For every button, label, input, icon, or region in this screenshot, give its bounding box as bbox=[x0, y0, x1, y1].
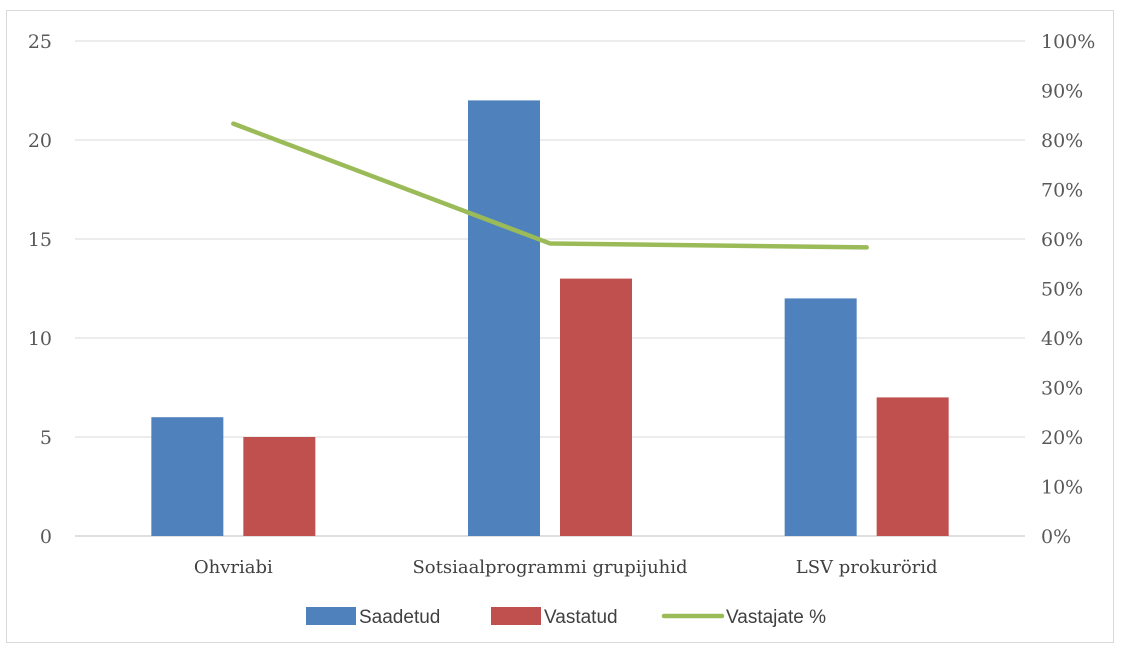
legend: Saadetud Vastatud Vastajate % bbox=[306, 607, 826, 628]
right-axis-tick: 60% bbox=[1041, 229, 1083, 251]
line-vastajate-percent bbox=[231, 121, 869, 250]
category-label: Ohvriabi bbox=[194, 557, 273, 578]
left-axis-tick: 25 bbox=[28, 31, 52, 53]
bar-saadetud bbox=[784, 298, 857, 536]
legend-label-vastatud: Vastatud bbox=[544, 607, 618, 628]
left-axis-tick: 15 bbox=[28, 229, 52, 251]
legend-label-saadetud: Saadetud bbox=[359, 607, 440, 628]
percent-line bbox=[231, 121, 869, 250]
right-axis-tick: 40% bbox=[1041, 328, 1083, 350]
left-axis-tick: 10 bbox=[28, 328, 52, 350]
right-axis-tick: 10% bbox=[1041, 477, 1083, 499]
legend-swatch-saadetud bbox=[306, 607, 356, 625]
right-axis-ticks: 0% 10% 20% 30% 40% 50% 60% 70% 80% 90% 100% bbox=[1041, 31, 1095, 548]
bar-vastatud bbox=[560, 278, 632, 536]
bars bbox=[151, 100, 949, 537]
right-axis-tick: 20% bbox=[1041, 427, 1083, 449]
right-axis-tick: 90% bbox=[1041, 81, 1083, 103]
right-axis-tick: 70% bbox=[1041, 180, 1083, 202]
bar-vastatud bbox=[243, 437, 316, 536]
right-axis-tick: 80% bbox=[1041, 130, 1083, 152]
gridlines bbox=[75, 40, 1025, 537]
category-label: LSV prokurörid bbox=[796, 557, 938, 578]
category-labels: Ohvriabi Sotsiaalprogrammi grupijuhid LSV … bbox=[194, 557, 938, 578]
bar-saadetud bbox=[468, 100, 540, 537]
category-label: Sotsiaalprogrammi grupijuhid bbox=[412, 557, 687, 578]
right-axis-tick: 50% bbox=[1041, 279, 1083, 301]
legend-label-vastajate-: Vastajate % bbox=[726, 607, 826, 628]
left-axis-ticks: 0 5 10 15 20 25 bbox=[28, 31, 52, 548]
left-axis-tick: 20 bbox=[28, 130, 52, 152]
bar-saadetud bbox=[151, 417, 224, 536]
left-axis-tick: 0 bbox=[40, 526, 52, 548]
right-axis-tick: 30% bbox=[1041, 378, 1083, 400]
right-axis-tick: 100% bbox=[1041, 31, 1095, 53]
legend-swatch-vastatud bbox=[491, 607, 541, 625]
right-axis-tick: 0% bbox=[1041, 526, 1071, 548]
left-axis-tick: 5 bbox=[40, 427, 52, 449]
bar-vastatud bbox=[876, 397, 949, 536]
